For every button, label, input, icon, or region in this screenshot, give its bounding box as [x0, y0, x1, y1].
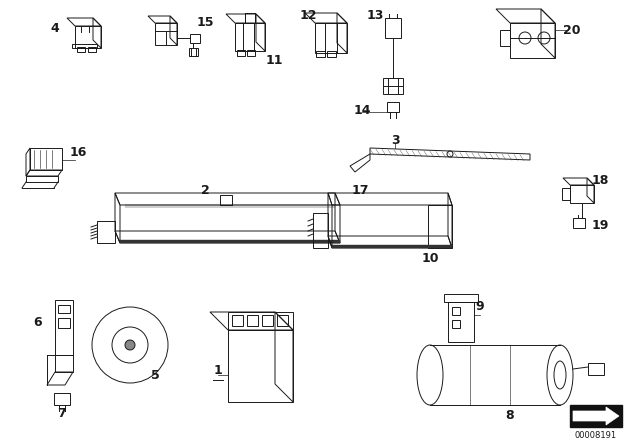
Text: 9: 9 [476, 300, 484, 313]
Text: 19: 19 [591, 219, 609, 232]
Text: 2: 2 [200, 184, 209, 197]
Text: 16: 16 [69, 146, 86, 159]
Bar [232, 315, 243, 326]
Text: 12: 12 [300, 9, 317, 22]
Text: 8: 8 [506, 409, 515, 422]
Bar [58, 305, 70, 313]
Bar [88, 47, 96, 52]
Bar [54, 393, 70, 405]
Text: 6: 6 [34, 315, 42, 328]
Bar [277, 315, 288, 326]
Text: 15: 15 [196, 16, 214, 29]
Bar [77, 47, 85, 52]
Bar [385, 18, 401, 38]
Bar [387, 102, 399, 112]
Text: 1: 1 [214, 363, 222, 376]
Text: 3: 3 [390, 134, 399, 146]
Bar [220, 195, 232, 205]
Text: 11: 11 [265, 53, 283, 66]
Bar [245, 13, 255, 23]
Text: 20: 20 [563, 23, 580, 36]
Bar [30, 148, 62, 170]
Bar [570, 405, 622, 427]
Bar [444, 294, 478, 302]
Bar [448, 302, 474, 342]
Text: 00008191: 00008191 [575, 431, 617, 439]
Bar [562, 188, 570, 200]
Bar [588, 363, 604, 375]
Polygon shape [332, 245, 452, 248]
Bar [247, 315, 258, 326]
Bar [189, 48, 198, 56]
Text: 5: 5 [150, 369, 159, 382]
Bar [58, 318, 70, 328]
Text: 17: 17 [351, 184, 369, 197]
Text: 4: 4 [51, 22, 60, 34]
Bar [452, 307, 460, 315]
Bar [327, 51, 336, 57]
Text: 13: 13 [366, 9, 384, 22]
Polygon shape [120, 240, 340, 243]
Polygon shape [573, 407, 619, 425]
Text: 14: 14 [353, 103, 371, 116]
Bar [316, 51, 325, 57]
Text: 7: 7 [58, 406, 67, 419]
Text: 10: 10 [421, 251, 439, 264]
Bar [247, 50, 255, 56]
Bar [452, 320, 460, 328]
Circle shape [125, 340, 135, 350]
Bar [237, 50, 245, 56]
Bar [573, 218, 585, 228]
Bar [262, 315, 273, 326]
Text: 18: 18 [591, 173, 609, 186]
Bar [383, 78, 403, 94]
Bar [190, 34, 200, 43]
